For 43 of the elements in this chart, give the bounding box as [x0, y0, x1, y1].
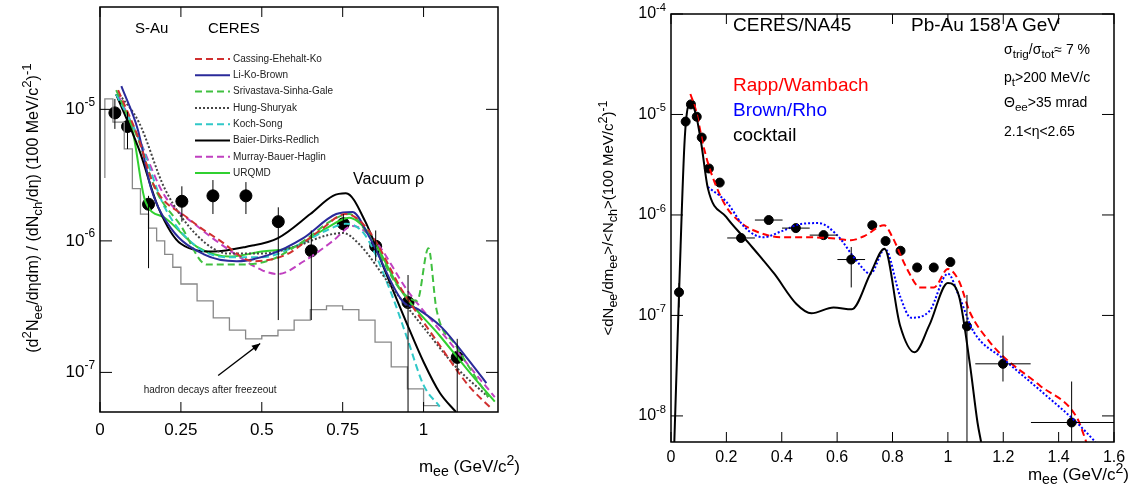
series-label: cocktail	[733, 124, 797, 146]
annotation: σ$_{trig}$/σ$_{tot}$≈ 7 %	[1004, 41, 1091, 61]
legend-label: Koch-Song	[233, 117, 283, 129]
annotation: Vacuum ρ	[353, 170, 425, 188]
text: Rapp/Wambach	[733, 74, 869, 96]
x-tick-label: 0.5	[249, 419, 274, 439]
annotation: S-Au	[135, 19, 169, 37]
x-tick-label: 0.75	[326, 419, 360, 439]
point	[271, 215, 285, 229]
x-tick-label: 1	[418, 419, 429, 439]
annotation: CERES/NA45	[733, 14, 852, 36]
legend-label: Hung-Shuryak	[233, 101, 298, 113]
annotation: hadron decays after freezeout	[143, 384, 277, 396]
point	[945, 257, 956, 268]
annotation: 2.1<η<2.65	[1004, 123, 1075, 140]
line-series	[706, 185, 1097, 442]
legend-label: Baier-Dirks-Redlich	[233, 134, 320, 146]
x-axis-title: m$_{ee}$ (GeV/c$^{2}$)	[418, 452, 520, 480]
point	[867, 220, 878, 231]
x-tick-label: 1.4	[1047, 448, 1070, 466]
legend-label: Cassing-Ehehalt-Ko	[233, 52, 323, 64]
annotation: p$_{t}$>200 MeV/c	[1004, 69, 1091, 89]
x-tick-label: 0.6	[826, 448, 849, 466]
legend-label: Li-Ko-Brown	[233, 69, 289, 81]
x-tick-label: 0.4	[770, 448, 793, 466]
annotation: CERES	[208, 19, 260, 37]
point	[912, 262, 923, 273]
x-tick-label: 0	[666, 448, 676, 466]
point	[714, 177, 725, 188]
point	[880, 236, 891, 247]
x-tick-label: 0	[95, 419, 105, 439]
x-tick-label: 0.25	[164, 419, 198, 439]
x-tick-label: 1.2	[992, 448, 1015, 466]
x-tick-label: 0.8	[881, 448, 904, 466]
legend-label: Murray-Bauer-Haglin	[233, 150, 326, 162]
annotation: Pb-Au 158 A GeV	[911, 14, 1060, 36]
text: Brown/Rho	[733, 99, 827, 121]
x-tick-label: 1	[943, 448, 953, 466]
x-tick-label: 0.2	[715, 448, 738, 466]
legend-label: URQMD	[233, 166, 271, 178]
point	[928, 262, 939, 273]
annotation: Θ$_{ee}$>35 mrad	[1004, 94, 1088, 114]
legend-label: Srivastava-Sinha-Gale	[233, 85, 334, 97]
